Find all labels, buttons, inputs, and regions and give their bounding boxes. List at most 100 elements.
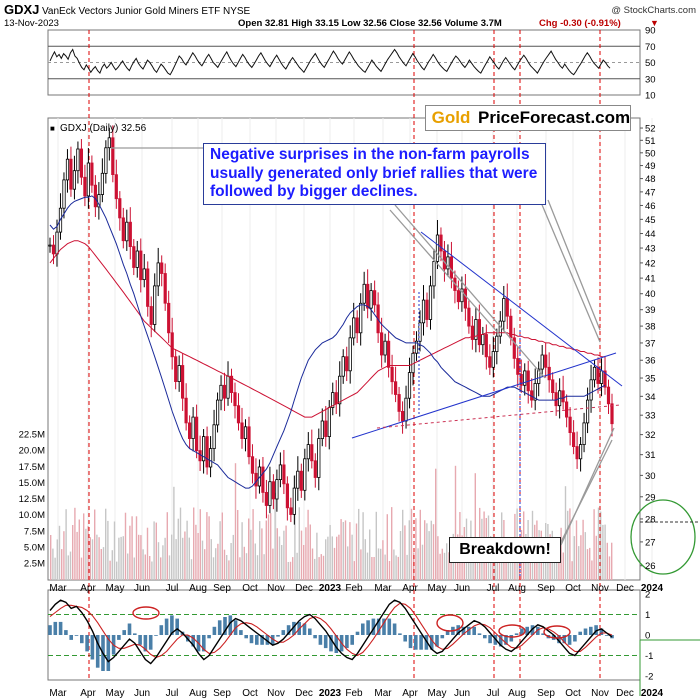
macd-histogram-bar [228, 615, 233, 635]
candle-body [142, 268, 146, 280]
candle-body [121, 217, 125, 242]
volume-bar [74, 507, 76, 580]
volume-bar [296, 552, 298, 580]
candle-body [167, 302, 171, 334]
candle-body [338, 375, 342, 405]
volume-bar [338, 534, 340, 580]
macd-histogram-bar [514, 633, 519, 635]
macd-histogram-bar [403, 635, 407, 642]
volume-bar [450, 556, 452, 580]
arrow-line [547, 199, 601, 331]
macd-histogram-bar [419, 635, 423, 650]
volume-bar [173, 486, 175, 580]
candle-body [86, 162, 90, 197]
macd-histogram-bar [573, 635, 577, 642]
volume-bar [131, 516, 133, 580]
macd-histogram-bar [323, 635, 328, 649]
volume-bar [430, 520, 432, 580]
candle-body [156, 262, 160, 287]
volume-bar [600, 511, 602, 580]
volume-bar [138, 534, 140, 580]
volume-bar [575, 520, 578, 580]
arrow-line [394, 204, 546, 379]
month-label-top: 2023 [319, 583, 342, 594]
candle-body [592, 366, 597, 381]
macd-histogram-bar [461, 626, 466, 635]
month-label-bottom: Feb [345, 688, 363, 699]
volume-bar [593, 509, 595, 580]
candle-body [561, 390, 565, 403]
macd-histogram-bar [223, 617, 227, 635]
candle-body [547, 366, 551, 381]
price-tick-label: 46 [645, 201, 656, 212]
macd-tick-label: 2 [645, 590, 650, 601]
candle-body [51, 244, 56, 255]
volume-bar [166, 512, 168, 580]
logo-goldpriceforecast: Gold PriceForecast.com [425, 105, 631, 131]
volume-bar [140, 535, 142, 580]
month-label-bottom: 2024 [641, 688, 664, 699]
month-label-bottom: Jul [166, 688, 179, 699]
candle-body [435, 234, 440, 262]
volume-bar [188, 537, 190, 580]
price-tick-label: 52 [645, 124, 656, 135]
macd-tick-label: 0 [645, 631, 650, 642]
candle-body [125, 221, 129, 242]
macd-histogram-bar [175, 618, 179, 635]
volume-bar [76, 531, 78, 580]
candle-body [386, 340, 391, 368]
candle-body [247, 426, 251, 458]
volume-bar [358, 508, 360, 580]
volume-bar [228, 560, 230, 580]
macd-histogram-bar [392, 623, 397, 635]
month-label-top: May [428, 583, 447, 594]
volume-bar [210, 539, 212, 580]
candle-body [160, 262, 164, 274]
volume-bar [492, 556, 494, 580]
candle-body [184, 397, 188, 424]
candle-body [407, 372, 412, 399]
candle-body [345, 356, 349, 372]
volume-bar [142, 549, 144, 580]
volume-bar [505, 555, 507, 580]
month-label-top: Aug [189, 583, 207, 594]
candle-body [488, 356, 492, 368]
macd-histogram-bar [567, 635, 572, 645]
candle-body [310, 444, 314, 462]
volume-bar [274, 492, 276, 580]
macd-histogram-bar [509, 635, 514, 642]
price-tick-label: 43 [645, 244, 656, 255]
volume-bar [72, 525, 74, 580]
volume-bar [573, 536, 575, 580]
candle-body [303, 458, 307, 491]
macd-histogram-bar [488, 635, 492, 644]
month-label-top: Nov [591, 583, 609, 594]
macd-histogram-bar [382, 618, 386, 635]
volume-bar [560, 527, 562, 580]
candle-body [65, 158, 70, 181]
volume-bar [98, 537, 100, 580]
volume-bar [171, 534, 173, 580]
macd-histogram-bar [467, 626, 471, 635]
volume-bar [149, 556, 151, 580]
volume-tick-label: 2.5M [24, 559, 45, 570]
candle-body [296, 470, 300, 489]
volume-bar [217, 543, 219, 580]
volume-bar [509, 561, 512, 580]
volume-tick-label: 10.0M [19, 510, 45, 521]
macd-histogram-bar [604, 635, 609, 636]
volume-bar [107, 520, 109, 580]
volume-bar [182, 537, 184, 580]
candle-body [236, 405, 241, 424]
candle-body [62, 179, 66, 209]
volume-bar [397, 556, 399, 580]
volume-bar [591, 560, 593, 580]
ma200-line [49, 240, 605, 418]
month-label-top: Feb [345, 583, 363, 594]
volume-bar [369, 529, 371, 580]
volume-bar [366, 552, 369, 580]
price-tick-label: 36 [645, 356, 656, 367]
month-label-bottom: Jun [134, 688, 150, 699]
volume-bar [232, 534, 234, 580]
volume-bar [322, 555, 325, 580]
